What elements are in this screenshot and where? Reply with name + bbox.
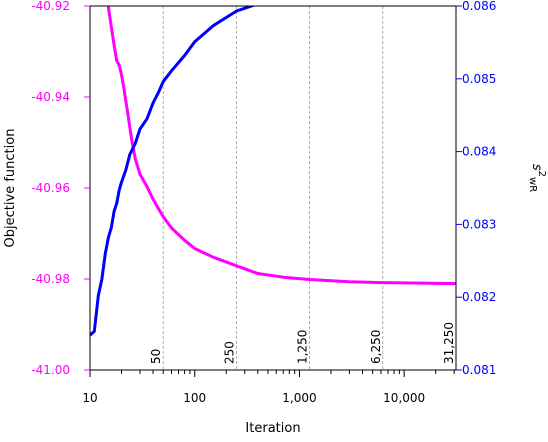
y-axis-right-title-base: s	[529, 164, 544, 171]
gridline-label: 6,250	[369, 330, 383, 364]
y-axis-left-title: Objective function	[3, 129, 18, 248]
y-axis-right: 0.086 0.085 0.084 0.083 0.082 0.081	[456, 0, 496, 377]
y-right-tick-label: 0.081	[462, 363, 496, 377]
vertical-gridlines: 50 250 1,250 6,250 31,250	[149, 6, 456, 370]
plot-frame	[89, 5, 457, 371]
y-left-tick-label: -40.96	[31, 181, 70, 195]
gridline-label: 31,250	[442, 322, 456, 364]
objective-function-line	[106, 6, 456, 286]
y-right-tick-label: 0.086	[462, 0, 496, 13]
series-lines	[90, 6, 456, 337]
x-tick-label: 1,000	[282, 391, 316, 405]
y-axis-right-title-sub: wR	[527, 177, 538, 192]
x-axis: 10 100 1,000 10,000	[82, 370, 455, 405]
swr-line	[90, 6, 256, 337]
x-tick-label: 10	[82, 391, 97, 405]
x-axis-title: Iteration	[245, 421, 300, 436]
x-tick-label: 100	[183, 391, 206, 405]
y-axis-left: -40.92 -40.94 -40.96 -40.98 -41.00	[31, 0, 90, 377]
y-left-tick-label: -40.98	[31, 272, 70, 286]
y-right-tick-label: 0.085	[462, 72, 496, 86]
y-axis-right-title-sup: 2	[536, 171, 547, 177]
y-right-tick-label: 0.082	[462, 290, 496, 304]
gridline-label: 250	[222, 341, 236, 364]
y-left-tick-label: -40.92	[31, 0, 70, 13]
y-right-tick-label: 0.083	[462, 217, 496, 231]
y-axis-right-title: s2wR	[527, 164, 547, 192]
x-tick-label: 10,000	[383, 391, 425, 405]
y-left-tick-label: -41.00	[31, 363, 70, 377]
gridline-label: 50	[149, 349, 163, 364]
y-right-tick-label: 0.084	[462, 145, 496, 159]
gridline-label: 1,250	[296, 330, 310, 364]
y-left-tick-label: -40.94	[31, 90, 70, 104]
